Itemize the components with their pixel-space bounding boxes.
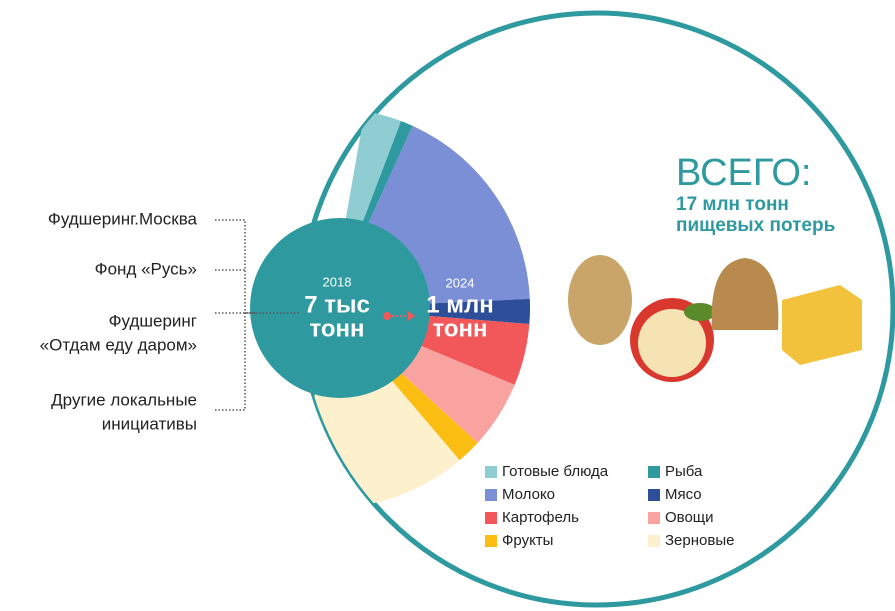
- initiatives: Фудшеринг.Москва Фонд «Русь» Фудшеринг «Отд…: [40, 209, 198, 433]
- arrow-dot: [383, 312, 391, 320]
- amount-2018: 7 тыс: [304, 291, 370, 318]
- initiative-label: Фудшеринг: [109, 311, 197, 330]
- legend-swatch: [648, 489, 660, 501]
- legend-label: Овощи: [665, 509, 714, 526]
- amount-2024: 1 млн: [426, 291, 494, 318]
- legend-label: Готовые блюда: [502, 463, 609, 480]
- legend-swatch: [485, 466, 497, 478]
- legend-swatch: [648, 535, 660, 547]
- year-2024: 2024: [446, 275, 475, 290]
- legend-label: Картофель: [502, 509, 579, 526]
- initiative-label: инициативы: [102, 414, 197, 433]
- legend-swatch: [648, 466, 660, 478]
- subtitle: пищевых потерь: [676, 215, 835, 236]
- chart: 2018 7 тыс тонн 2024 1 млн тонн ВСЕГО: 1…: [0, 0, 895, 611]
- amount-2024: тонн: [432, 315, 487, 342]
- amount-2018: тонн: [309, 315, 364, 342]
- legend-label: Мясо: [665, 486, 702, 503]
- leaf: [684, 303, 716, 321]
- legend-label: Молоко: [502, 486, 555, 503]
- legend-swatch: [485, 512, 497, 524]
- initiative-label: Фудшеринг.Москва: [48, 209, 198, 228]
- legend-swatch: [648, 512, 660, 524]
- subtitle: 17 млн тонн: [676, 194, 789, 215]
- legend-label: Зерновые: [665, 532, 734, 549]
- initiative-label: Другие локальные: [51, 390, 197, 409]
- potato: [568, 255, 632, 345]
- legend-swatch: [485, 489, 497, 501]
- legend-label: Фрукты: [502, 532, 553, 549]
- year-2018: 2018: [323, 274, 352, 289]
- legend-label: Рыба: [665, 463, 703, 480]
- legend-swatch: [485, 535, 497, 547]
- initiative-label: Фонд «Русь»: [95, 259, 197, 278]
- title: ВСЕГО:: [676, 152, 811, 194]
- initiative-label: «Отдам еду даром»: [40, 335, 197, 354]
